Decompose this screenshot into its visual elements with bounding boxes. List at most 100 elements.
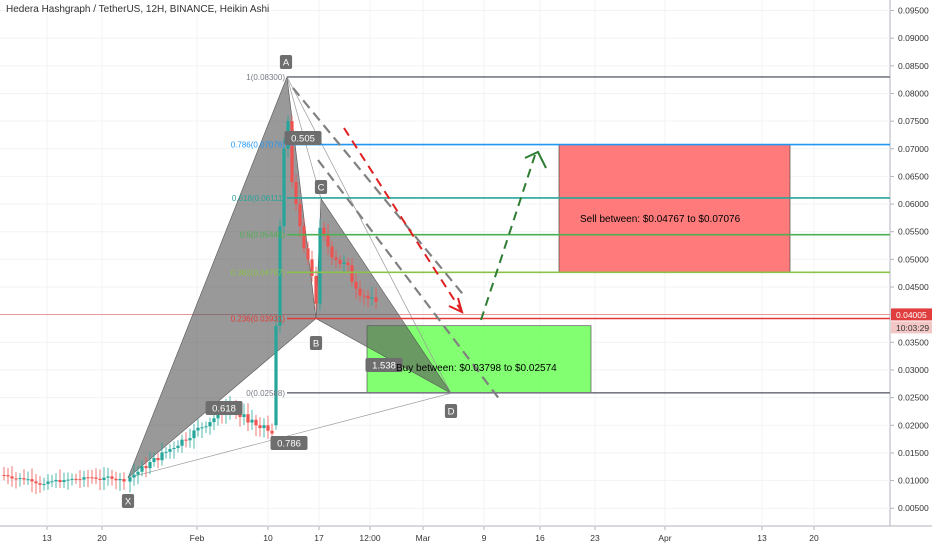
candle-body	[366, 295, 370, 299]
xd-line	[127, 392, 452, 479]
candle-body	[192, 430, 196, 439]
fib-retracement[interactable]: 1(0.08300) 0.786(0.07076) 0.618(0.06111) 0.…	[231, 73, 890, 398]
candle-body	[204, 426, 208, 428]
point-a-badge[interactable]	[279, 55, 293, 69]
point-x-badge-text: X	[125, 497, 132, 508]
price-tick-label: 0.07000	[898, 144, 929, 154]
candle-body	[10, 476, 14, 479]
candle-body	[90, 477, 94, 479]
candle-body	[66, 479, 70, 481]
trade-zones[interactable]	[366, 144, 791, 393]
candle-body	[258, 425, 262, 429]
point-b-badge-text: B	[313, 339, 319, 350]
candle-body	[94, 477, 98, 479]
price-tick-label: 0.02500	[898, 393, 929, 403]
candle-body	[358, 288, 362, 296]
candle-body	[26, 479, 30, 481]
time-tick-label: 10	[263, 533, 273, 543]
candle-body	[216, 412, 220, 419]
sell-zone[interactable]	[558, 144, 791, 273]
candle-body	[140, 466, 144, 472]
candle-body	[322, 227, 326, 235]
buy-zone-label: Buy between: $0.03798 to $0.02574	[396, 363, 557, 374]
fib-level-label: 1(0.08300)	[246, 73, 285, 82]
time-tick-label: Apr	[658, 533, 671, 543]
candle-body	[274, 325, 278, 426]
fib-level-label: 0.382(0.04767)	[231, 268, 286, 277]
candle-body	[50, 481, 54, 483]
time-tick-label: 17	[314, 533, 324, 543]
candle-body	[208, 422, 212, 427]
chart-title: Hedera Hashgraph / TetherUS, 12H, BINANC…	[6, 4, 270, 15]
price-tick-label: 0.06500	[898, 171, 929, 181]
candle-body	[250, 419, 254, 423]
harmonic-pattern[interactable]	[127, 76, 452, 479]
candle-body	[168, 449, 172, 452]
price-tick-label: 0.06000	[898, 199, 929, 209]
fib-level-label: 0.5(0.05446)	[240, 231, 286, 240]
candle-body	[156, 458, 160, 461]
candle-body	[278, 226, 282, 326]
ratio-badge-text: 0.505	[291, 134, 315, 145]
time-tick-label: 13	[757, 533, 767, 543]
candle-body	[374, 297, 378, 302]
candle-body	[164, 451, 168, 453]
price-tick-label: 0.01000	[898, 476, 929, 486]
candle-body	[62, 480, 66, 483]
grey-down-arrow-2[interactable]	[317, 159, 501, 401]
candle-body	[152, 458, 156, 462]
candle-body	[298, 204, 302, 227]
price-tick-label: 0.04500	[898, 282, 929, 292]
candle-body	[314, 275, 318, 304]
grey-down-arrow-1[interactable]	[292, 87, 467, 299]
candle-body	[246, 414, 250, 423]
candle-body	[110, 476, 114, 479]
candle-body	[148, 461, 152, 469]
point-x-badge[interactable]	[121, 494, 135, 508]
point-c-badge[interactable]	[314, 180, 328, 194]
candle-body	[262, 425, 266, 429]
pattern-labels[interactable]: X A B C D 0.505 0.618 0.786 1.538	[121, 55, 458, 508]
price-axis[interactable]: 0.09500 0.09000 0.08500 0.08000 0.07500 0.070…	[890, 6, 932, 514]
point-d-badge[interactable]	[444, 404, 458, 418]
ratio-badge[interactable]	[365, 358, 403, 372]
candle-body	[122, 479, 126, 482]
sell-zone-label: Sell between: $0.04767 to $0.07076	[580, 214, 741, 225]
ratio-badge-text: 0.786	[277, 439, 301, 450]
green-arrow-head	[524, 150, 547, 169]
candle-body	[362, 295, 366, 297]
time-axis[interactable]: 13 20 Feb 10 17 12:00 Mar 9 16 23 Apr 13 20	[42, 526, 819, 543]
candle-body	[184, 439, 188, 441]
candle-body	[38, 483, 42, 485]
red-down-arrow[interactable]	[343, 127, 463, 313]
candle-body	[334, 257, 338, 260]
candle-body	[266, 425, 270, 431]
candle-body	[318, 227, 322, 304]
point-a-badge-text: A	[283, 58, 290, 69]
candle-body	[18, 478, 22, 480]
current-price-badge[interactable]	[891, 308, 932, 321]
candle-body	[338, 259, 342, 264]
projection-arrows[interactable]	[292, 87, 547, 401]
price-tick-label: 0.07500	[898, 116, 929, 126]
candle-body	[180, 439, 184, 446]
ratio-badge[interactable]	[284, 131, 322, 145]
candle-body	[310, 259, 314, 276]
candle-body	[342, 262, 346, 264]
candle-body	[30, 479, 34, 482]
ratio-badge[interactable]	[205, 401, 243, 415]
candle-body	[46, 481, 50, 484]
red-arrow-head	[448, 297, 464, 314]
point-b-badge[interactable]	[309, 336, 323, 350]
candle-body	[136, 471, 140, 475]
time-tick-label: 12:00	[359, 533, 381, 543]
time-tick-label: 9	[482, 533, 487, 543]
price-tick-label: 0.05000	[898, 254, 929, 264]
ratio-badge[interactable]	[270, 436, 308, 450]
time-tick-label: 20	[97, 533, 107, 543]
candle-body	[98, 478, 102, 481]
candle-body	[54, 479, 58, 482]
candle-body	[144, 466, 148, 469]
